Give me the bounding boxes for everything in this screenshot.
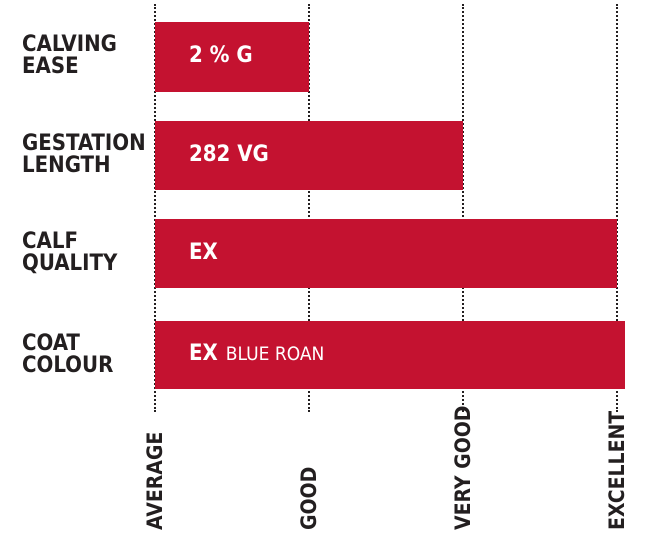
gridline — [308, 4, 310, 412]
bar-data-label: 282 VG — [189, 142, 269, 167]
bar-data-label: 2 % G — [189, 43, 253, 68]
category-label: CALF QUALITY — [22, 229, 118, 276]
bar — [155, 321, 625, 389]
gridline — [616, 4, 618, 412]
gridline — [462, 4, 464, 412]
bar-sub-text: BLUE ROAN — [225, 343, 325, 365]
category-label: GESTATION LENGTH — [22, 131, 146, 178]
bar — [155, 22, 309, 92]
x-tick-label: EXCELLENT — [605, 410, 629, 530]
bar — [155, 121, 463, 190]
category-label: CALVING EASE — [22, 32, 117, 79]
x-tick-label: VERY GOOD — [451, 405, 475, 531]
bar-data-label: EX — [189, 240, 218, 265]
gridline — [154, 4, 156, 412]
bar-value-text: EX — [189, 341, 218, 366]
bar-value-text: 2 % G — [189, 43, 253, 68]
bar — [155, 219, 617, 288]
bar-value-text: 282 VG — [189, 141, 269, 167]
category-label: COAT COLOUR — [22, 331, 114, 378]
x-tick-label: AVERAGE — [143, 431, 167, 530]
bar-data-label: EX BLUE ROAN — [189, 341, 324, 366]
bar-value-text: EX — [189, 239, 218, 265]
x-tick-label: GOOD — [297, 466, 321, 530]
